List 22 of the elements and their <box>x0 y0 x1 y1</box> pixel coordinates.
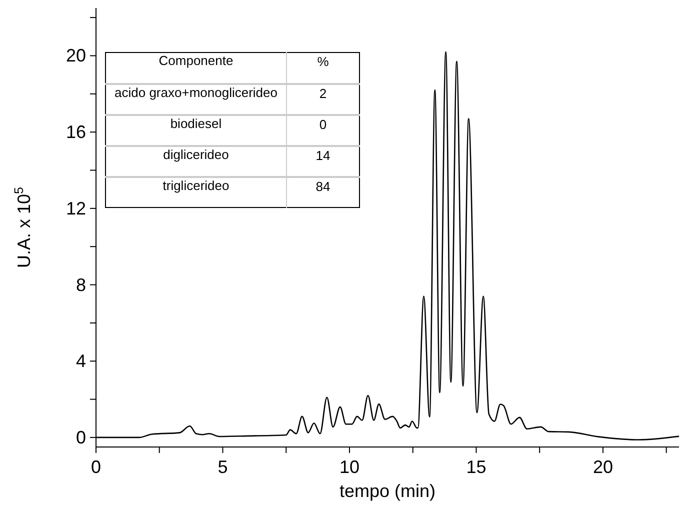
x-tick-label: 0 <box>90 457 102 477</box>
annotation: acido graxo+monoglicerideo <box>106 84 286 114</box>
x-axis-title: tempo (min) <box>339 481 436 501</box>
x-tick-label: 15 <box>466 457 486 477</box>
annotation: biodiesel <box>106 114 286 146</box>
y-tick-label: 4 <box>76 351 86 372</box>
annotation: triglicerideo <box>106 176 286 208</box>
annotation: Componente <box>106 52 286 84</box>
annotation: diglicerideo <box>106 146 286 176</box>
x-tick-label: 20 <box>592 457 613 477</box>
annotation: 14 <box>286 146 360 176</box>
annotation: 84 <box>286 176 360 208</box>
y-tick-label: 16 <box>66 122 86 142</box>
annotation: 2 <box>286 84 360 114</box>
y-tick-label: 20 <box>66 46 86 66</box>
y-tick-label: 0 <box>76 427 86 448</box>
x-tick-label: 5 <box>218 457 228 477</box>
annotation: % <box>316 53 330 71</box>
y-tick-label: 8 <box>76 274 86 295</box>
annotation: 0 <box>286 114 360 146</box>
x-tick-label: 10 <box>339 457 360 477</box>
y-tick-label: 12 <box>66 198 86 218</box>
